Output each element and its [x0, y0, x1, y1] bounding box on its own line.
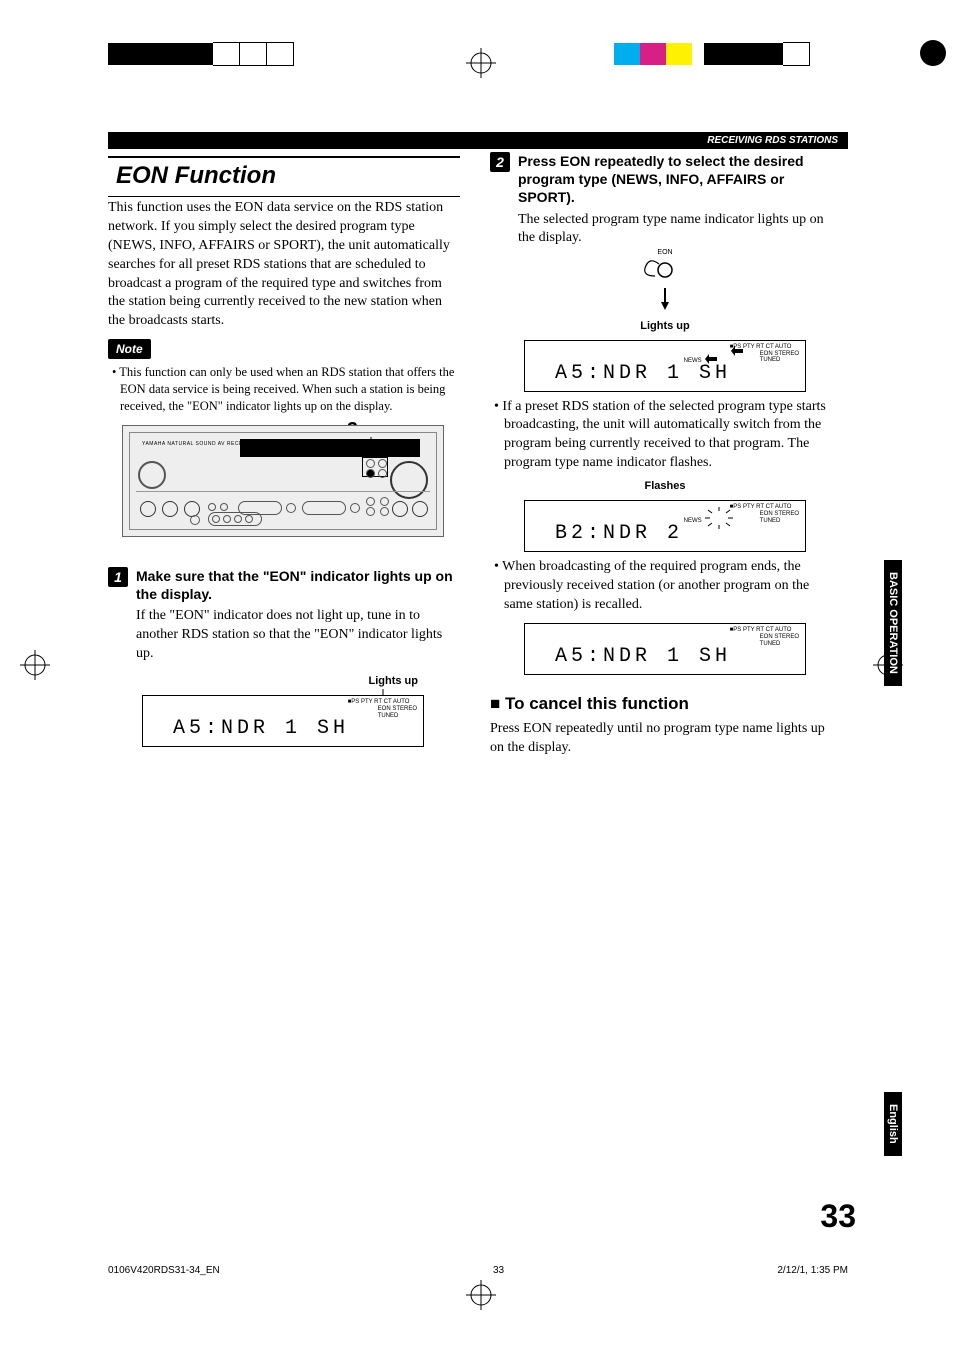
flashes-label: Flashes: [645, 480, 686, 492]
side-tab-english: English: [884, 1092, 902, 1156]
cancel-body: Press EON repeatedly until no program ty…: [490, 720, 840, 758]
registration-mark-bottom: [466, 1280, 496, 1310]
note-text: • This function can only be used when an…: [108, 364, 458, 415]
note-label: Note: [108, 339, 151, 359]
step-1-body: If the "EON" indicator does not light up…: [108, 607, 458, 664]
display-panel-4: ■PS PTY RT CT AUTO EON STEREO TUNED A5:N…: [524, 623, 806, 675]
eon-press-illustration: EON: [585, 248, 745, 320]
step-1-lightsup-label: Lights up: [369, 675, 419, 687]
display4-indicator-row3: TUNED: [730, 641, 799, 648]
eon-press-label: EON: [585, 248, 745, 257]
display4-indicator-row1: ■PS PTY RT CT AUTO: [730, 627, 799, 634]
step-2-number: 2: [490, 152, 510, 172]
side-tab-basic-operation: BASIC OPERATION: [884, 560, 902, 686]
step-2-title: Press EON repeatedly to select the desir…: [518, 152, 840, 207]
registration-mark-left: [20, 650, 50, 680]
display3a-indicator-row1: ■PS PTY RT CT AUTO: [730, 504, 799, 511]
bullet-1: • If a preset RDS station of the selecte…: [490, 398, 840, 474]
display1-indicator-row1: ■PS PTY RT CT AUTO: [348, 699, 417, 706]
page-number: 33: [820, 1198, 856, 1235]
footer-page: 33: [493, 1265, 504, 1276]
crop-bar-right: [614, 42, 904, 66]
display2a-segment-text: A5:NDR 1 SH: [555, 360, 731, 387]
display-panel-3: ■PS PTY RT CT AUTO EON STEREO NEWS TUNED…: [524, 500, 806, 552]
callout-line: [370, 437, 372, 457]
cancel-heading: ■ To cancel this function: [490, 693, 840, 716]
display4-indicator-row2: EON STEREO: [730, 634, 799, 641]
display-panel-1: ■PS PTY RT CT AUTO EON STEREO TUNED A5:N…: [142, 695, 424, 747]
footer-datetime: 2/12/1, 1:35 PM: [777, 1265, 848, 1276]
registration-mark-top: [466, 48, 496, 78]
bullet-2: • When broadcasting of the required prog…: [490, 558, 840, 615]
display3a-segment-text: B2:NDR 2: [555, 520, 683, 547]
display1-segment-text: A5:NDR 1 SH: [173, 715, 349, 742]
display4-segment-text: A5:NDR 1 SH: [555, 643, 731, 670]
display-panel-2: ■PS PTY RT CT AUTO EON STEREO NEWS TUNED…: [524, 340, 806, 392]
footer-filename: 0106V420RDS31-34_EN: [108, 1265, 220, 1276]
step-2-body: The selected program type name indicator…: [490, 211, 840, 249]
display3a-indicator-row4: TUNED: [730, 518, 799, 525]
step-2-lightsup-label: Lights up: [640, 320, 690, 332]
receiver-illustration: YAMAHA NATURAL SOUND AV RECEIVER: [122, 425, 444, 537]
intro-paragraph: This function uses the EON data service …: [108, 199, 458, 331]
display1-indicator-row2: EON STEREO: [348, 706, 417, 713]
section-title: EON Function: [108, 156, 460, 197]
footer: 0106V420RDS31-34_EN 33 2/12/1, 1:35 PM: [108, 1265, 848, 1276]
step-1-title: Make sure that the "EON" indicator light…: [136, 567, 458, 603]
display1-indicator-row3: TUNED: [348, 713, 417, 720]
header-banner: RECEIVING RDS STATIONS: [108, 132, 848, 149]
step-1-number: 1: [108, 567, 128, 587]
crop-bar-left: [108, 42, 308, 66]
